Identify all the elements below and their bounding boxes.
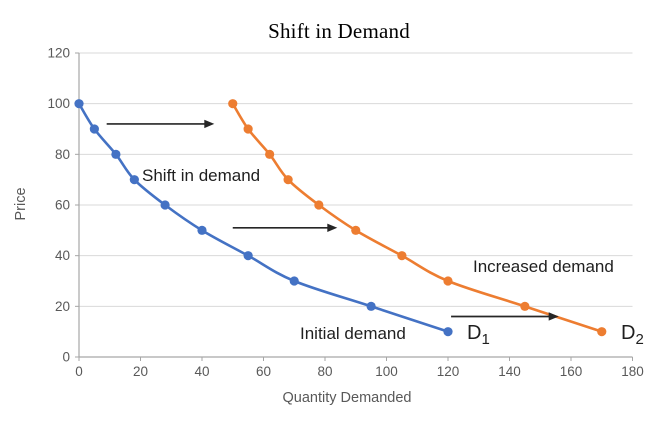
curve-label-d1-subscript: 1 bbox=[481, 331, 490, 348]
data-point-marker bbox=[160, 200, 170, 210]
curve-label-d2-subscript: 2 bbox=[635, 331, 644, 348]
curve-label-d1: D1 bbox=[467, 322, 490, 348]
initial-demand-annotation: Initial demand bbox=[300, 324, 406, 343]
y-axis-ticks: 0 20 40 60 80 100 120 bbox=[47, 46, 79, 365]
increased-demand-annotation: Increased demand bbox=[473, 257, 614, 276]
data-point-marker bbox=[443, 276, 453, 286]
y-axis-title: Price bbox=[13, 187, 29, 221]
series-increased-demand bbox=[228, 99, 607, 337]
x-tick-label: 140 bbox=[498, 364, 521, 379]
shift-arrow-top-icon bbox=[106, 119, 215, 129]
x-tick-label: 80 bbox=[317, 364, 332, 379]
data-point-marker bbox=[289, 276, 299, 286]
x-tick-label: 0 bbox=[75, 364, 83, 379]
data-point-marker bbox=[197, 225, 207, 235]
shift-arrow-bottom-icon bbox=[451, 312, 559, 321]
y-tick-label: 60 bbox=[55, 198, 70, 213]
x-tick-label: 40 bbox=[194, 364, 209, 379]
data-point-marker bbox=[314, 200, 324, 210]
data-point-marker bbox=[129, 175, 139, 185]
curve-label-d2: D2 bbox=[621, 322, 644, 348]
x-tick-label: 160 bbox=[560, 364, 583, 379]
data-point-marker bbox=[366, 301, 376, 311]
demand-curve bbox=[231, 102, 604, 333]
demand-curve bbox=[77, 102, 450, 333]
y-tick-label: 40 bbox=[55, 248, 70, 263]
data-point-marker bbox=[397, 251, 407, 261]
data-point-marker bbox=[243, 124, 253, 134]
x-tick-label: 120 bbox=[437, 364, 460, 379]
data-point-marker bbox=[283, 175, 293, 185]
y-tick-label: 80 bbox=[55, 147, 70, 162]
x-tick-label: 20 bbox=[133, 364, 148, 379]
x-tick-label: 180 bbox=[621, 364, 644, 379]
data-point-marker bbox=[111, 149, 121, 159]
data-point-marker bbox=[74, 99, 84, 109]
curve-label-d1-main: D bbox=[467, 322, 482, 344]
y-tick-label: 100 bbox=[47, 96, 70, 111]
y-tick-label: 120 bbox=[47, 46, 70, 61]
data-point-marker bbox=[443, 327, 453, 337]
shift-in-demand-annotation: Shift in demand bbox=[142, 166, 261, 185]
data-point-marker bbox=[89, 124, 99, 134]
data-point-marker bbox=[228, 99, 238, 109]
data-point-marker bbox=[265, 149, 275, 159]
gridlines bbox=[79, 52, 633, 307]
y-tick-label: 20 bbox=[55, 299, 70, 314]
x-axis-title: Quantity Demanded bbox=[282, 390, 412, 406]
shift-arrow-middle-icon bbox=[232, 223, 338, 232]
y-tick-label: 0 bbox=[62, 350, 70, 365]
data-point-marker bbox=[243, 251, 253, 261]
data-point-marker bbox=[520, 301, 530, 311]
curve-label-d2-main: D bbox=[621, 322, 636, 344]
data-point-marker bbox=[597, 327, 607, 337]
x-tick-label: 60 bbox=[256, 364, 271, 379]
data-point-marker bbox=[351, 225, 361, 235]
chart-title: Shift in Demand bbox=[268, 19, 410, 43]
x-tick-label: 100 bbox=[375, 364, 398, 379]
x-axis-ticks: 0 20 40 60 80 100 120 140 160 180 bbox=[75, 357, 644, 379]
series-initial-demand bbox=[74, 99, 453, 337]
